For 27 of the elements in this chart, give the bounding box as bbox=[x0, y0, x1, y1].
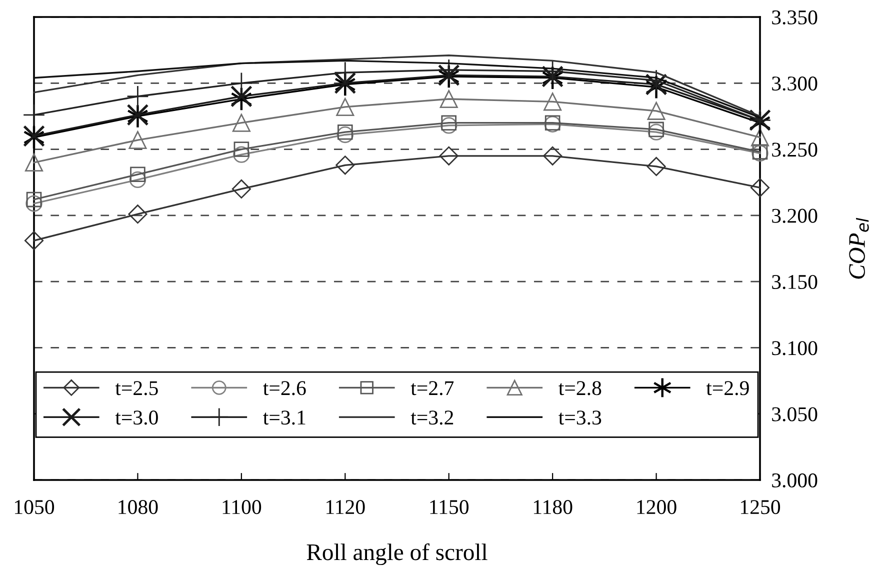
x-tick-label: 1180 bbox=[534, 500, 572, 514]
x-tick-label: 1120 bbox=[326, 500, 365, 514]
x-axis-title: Roll angle of scroll bbox=[306, 543, 488, 566]
legend-label: t=2.8 bbox=[558, 381, 602, 396]
y-tick-label: 3.000 bbox=[772, 473, 818, 488]
legend-label: t=2.5 bbox=[115, 381, 158, 396]
legend-label: t=3.1 bbox=[263, 410, 306, 425]
legend-label: t=3.0 bbox=[115, 410, 158, 425]
x-tick-label: 1100 bbox=[222, 500, 262, 514]
x-tick-label: 1200 bbox=[637, 500, 676, 514]
x-tick-label: 1050 bbox=[15, 500, 54, 514]
legend-label: t=2.9 bbox=[706, 381, 749, 396]
x-tick-label: 1080 bbox=[118, 500, 158, 514]
y-tick-label: 3.100 bbox=[772, 341, 818, 356]
x-tick-label: 1250 bbox=[741, 500, 780, 514]
y-axis-title: COP$_{el}$ bbox=[849, 218, 869, 279]
y-tick-label: 3.150 bbox=[772, 274, 818, 290]
y-tick-label: 3.250 bbox=[772, 142, 818, 157]
y-tick-label: 3.200 bbox=[772, 208, 818, 223]
legend-label: t=2.7 bbox=[410, 381, 454, 396]
legend-label: t=3.2 bbox=[410, 410, 454, 425]
y-tick-label: 3.300 bbox=[772, 76, 818, 91]
y-tick-label: 3.050 bbox=[772, 407, 818, 422]
legend-label: t=2.6 bbox=[263, 381, 306, 396]
x-tick-label: 1150 bbox=[430, 500, 469, 514]
legend-label: t=3.3 bbox=[558, 410, 602, 425]
y-tick-label: 3.350 bbox=[772, 10, 818, 25]
